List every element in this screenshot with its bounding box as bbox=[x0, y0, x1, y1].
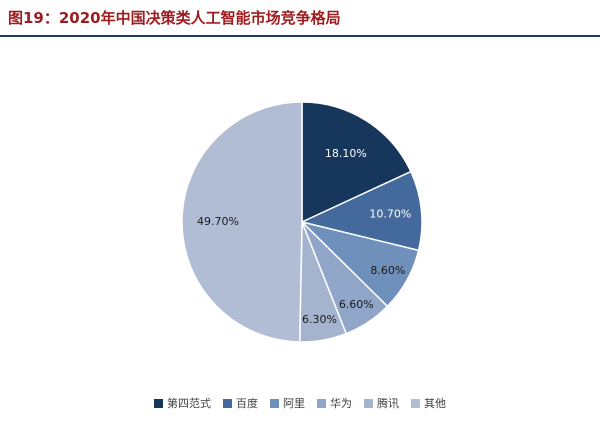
pie-value-label: 6.60% bbox=[339, 298, 374, 311]
legend-swatch bbox=[364, 398, 373, 408]
legend-label: 腾讯 bbox=[377, 397, 399, 410]
figure-title: 图19：2020年中国决策类人工智能市场竞争格局 bbox=[8, 9, 341, 27]
pie-value-label: 18.10% bbox=[325, 147, 367, 160]
legend-swatch bbox=[270, 398, 279, 408]
legend-item-6: 其他 bbox=[411, 395, 446, 411]
legend-item-1: 第四范式 bbox=[154, 395, 211, 411]
legend-item-2: 百度 bbox=[223, 395, 258, 411]
legend-label: 阿里 bbox=[283, 397, 305, 410]
legend-swatch bbox=[411, 398, 420, 408]
pie-value-label: 49.70% bbox=[197, 215, 239, 228]
pie-chart-svg: 18.10% 10.70% 8.60% 6.60%6.30% 49.70% bbox=[181, 101, 423, 343]
legend-label: 其他 bbox=[424, 397, 446, 410]
legend-label: 百度 bbox=[236, 397, 258, 410]
legend-label: 华为 bbox=[330, 397, 352, 410]
pie-value-label: 8.60% bbox=[370, 264, 405, 277]
figure-header: 图19：2020年中国决策类人工智能市场竞争格局 bbox=[0, 0, 600, 37]
legend-label: 第四范式 bbox=[167, 397, 211, 410]
legend-item-4: 华为 bbox=[317, 395, 352, 411]
pie-slice-6 bbox=[181, 101, 303, 343]
pie-slice-1 bbox=[301, 101, 412, 224]
pie-slice-2 bbox=[299, 170, 423, 252]
chart-legend: 第四范式 百度 阿里 华为 腾讯 其他 bbox=[0, 395, 600, 411]
legend-swatch bbox=[223, 398, 232, 408]
legend-item-3: 阿里 bbox=[270, 395, 305, 411]
pie-value-label: 6.30% bbox=[302, 313, 337, 326]
pie-value-label: 10.70% bbox=[369, 207, 411, 220]
legend-swatch bbox=[317, 398, 326, 408]
legend-item-5: 腾讯 bbox=[364, 395, 399, 411]
pie-chart: 18.10% 10.70% 8.60% 6.60% 6.30% 49.70% bbox=[0, 37, 600, 389]
legend-swatch bbox=[154, 398, 163, 408]
